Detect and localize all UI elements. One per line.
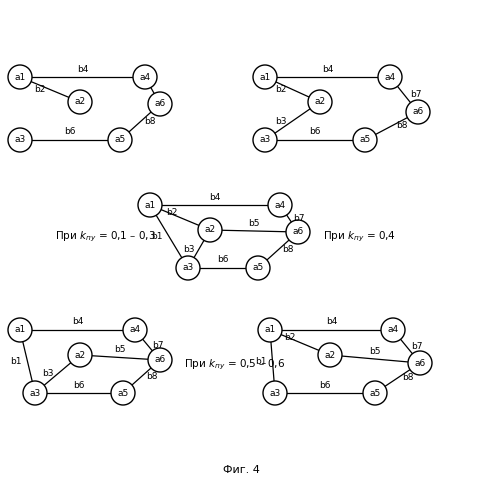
Text: a6: a6 [155,356,166,364]
Text: a3: a3 [259,135,270,144]
Text: a6: a6 [414,359,426,368]
Text: a5: a5 [253,264,264,273]
Text: b6: b6 [64,128,76,136]
Circle shape [148,92,172,116]
Text: b4: b4 [72,317,83,326]
Text: b5: b5 [248,218,260,228]
Text: a1: a1 [264,325,276,335]
Circle shape [8,65,32,89]
Text: При $k_{пу}$ = 0,1 – 0,3: При $k_{пу}$ = 0,1 – 0,3 [55,230,156,244]
Text: b6: b6 [309,128,321,136]
Circle shape [246,256,270,280]
Circle shape [268,193,292,217]
Circle shape [286,220,310,244]
Text: a4: a4 [129,325,141,335]
Circle shape [108,128,132,152]
Text: a6: a6 [292,228,304,237]
Text: a5: a5 [114,135,126,144]
Text: Фиг. 4: Фиг. 4 [223,465,260,475]
Text: b8: b8 [144,118,156,127]
Text: a1: a1 [144,201,156,209]
Circle shape [68,90,92,114]
Text: b4: b4 [326,317,337,326]
Text: b5: b5 [114,345,126,354]
Text: a2: a2 [204,226,215,235]
Circle shape [353,128,377,152]
Circle shape [8,128,32,152]
Circle shape [111,381,135,405]
Text: b2: b2 [34,85,46,94]
Text: a1: a1 [14,72,26,82]
Circle shape [263,381,287,405]
Text: b8: b8 [282,245,294,254]
Text: b7: b7 [293,214,305,223]
Text: a3: a3 [14,135,26,144]
Text: a6: a6 [412,108,424,117]
Circle shape [253,128,277,152]
Circle shape [308,90,332,114]
Circle shape [8,318,32,342]
Text: a1: a1 [259,72,270,82]
Circle shape [318,343,342,367]
Circle shape [23,381,47,405]
Text: a4: a4 [140,72,151,82]
Text: a5: a5 [359,135,370,144]
Text: a3: a3 [270,388,281,397]
Text: b2: b2 [275,85,286,94]
Text: b4: b4 [77,64,88,73]
Text: b7: b7 [152,340,163,349]
Text: b6: b6 [319,381,331,389]
Text: a3: a3 [183,264,194,273]
Text: При $k_{пу}$ = 0,4: При $k_{пу}$ = 0,4 [324,230,397,244]
Text: a4: a4 [387,325,398,335]
Text: a5: a5 [369,388,381,397]
Circle shape [378,65,402,89]
Text: a3: a3 [29,388,41,397]
Circle shape [138,193,162,217]
Circle shape [176,256,200,280]
Text: b6: b6 [217,255,229,264]
Text: a5: a5 [117,388,128,397]
Text: b5: b5 [369,347,381,356]
Circle shape [253,65,277,89]
Text: a2: a2 [314,97,326,107]
Circle shape [363,381,387,405]
Text: b1: b1 [151,232,163,241]
Circle shape [258,318,282,342]
Text: b7: b7 [410,90,422,99]
Text: a1: a1 [14,325,26,335]
Text: b3: b3 [275,117,286,125]
Text: b8: b8 [146,372,157,381]
Circle shape [408,351,432,375]
Text: b1: b1 [255,357,266,366]
Text: b2: b2 [166,208,178,217]
Text: b7: b7 [411,342,422,351]
Text: b2: b2 [284,333,296,342]
Text: a6: a6 [155,99,166,108]
Circle shape [406,100,430,124]
Text: a2: a2 [74,350,85,360]
Text: b8: b8 [402,373,413,383]
Text: a4: a4 [274,201,285,209]
Text: При $k_{пу}$ = 0,5 – 0,6: При $k_{пу}$ = 0,5 – 0,6 [185,358,285,372]
Text: b4: b4 [322,64,333,73]
Circle shape [133,65,157,89]
Text: a2: a2 [325,350,336,360]
Text: a2: a2 [74,97,85,107]
Text: b3: b3 [183,244,195,253]
Circle shape [68,343,92,367]
Text: b8: b8 [396,121,407,131]
Circle shape [198,218,222,242]
Circle shape [123,318,147,342]
Text: b1: b1 [10,357,21,366]
Circle shape [381,318,405,342]
Text: b6: b6 [73,381,85,389]
Text: b4: b4 [209,192,221,202]
Text: b3: b3 [42,370,53,379]
Text: a4: a4 [384,72,396,82]
Circle shape [148,348,172,372]
